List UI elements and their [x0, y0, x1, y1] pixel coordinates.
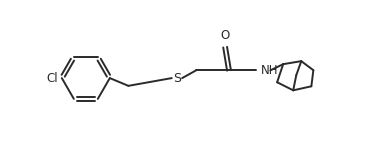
Text: NH: NH	[261, 64, 278, 77]
Text: Cl: Cl	[46, 72, 58, 85]
Text: S: S	[173, 72, 181, 85]
Text: O: O	[221, 29, 230, 42]
